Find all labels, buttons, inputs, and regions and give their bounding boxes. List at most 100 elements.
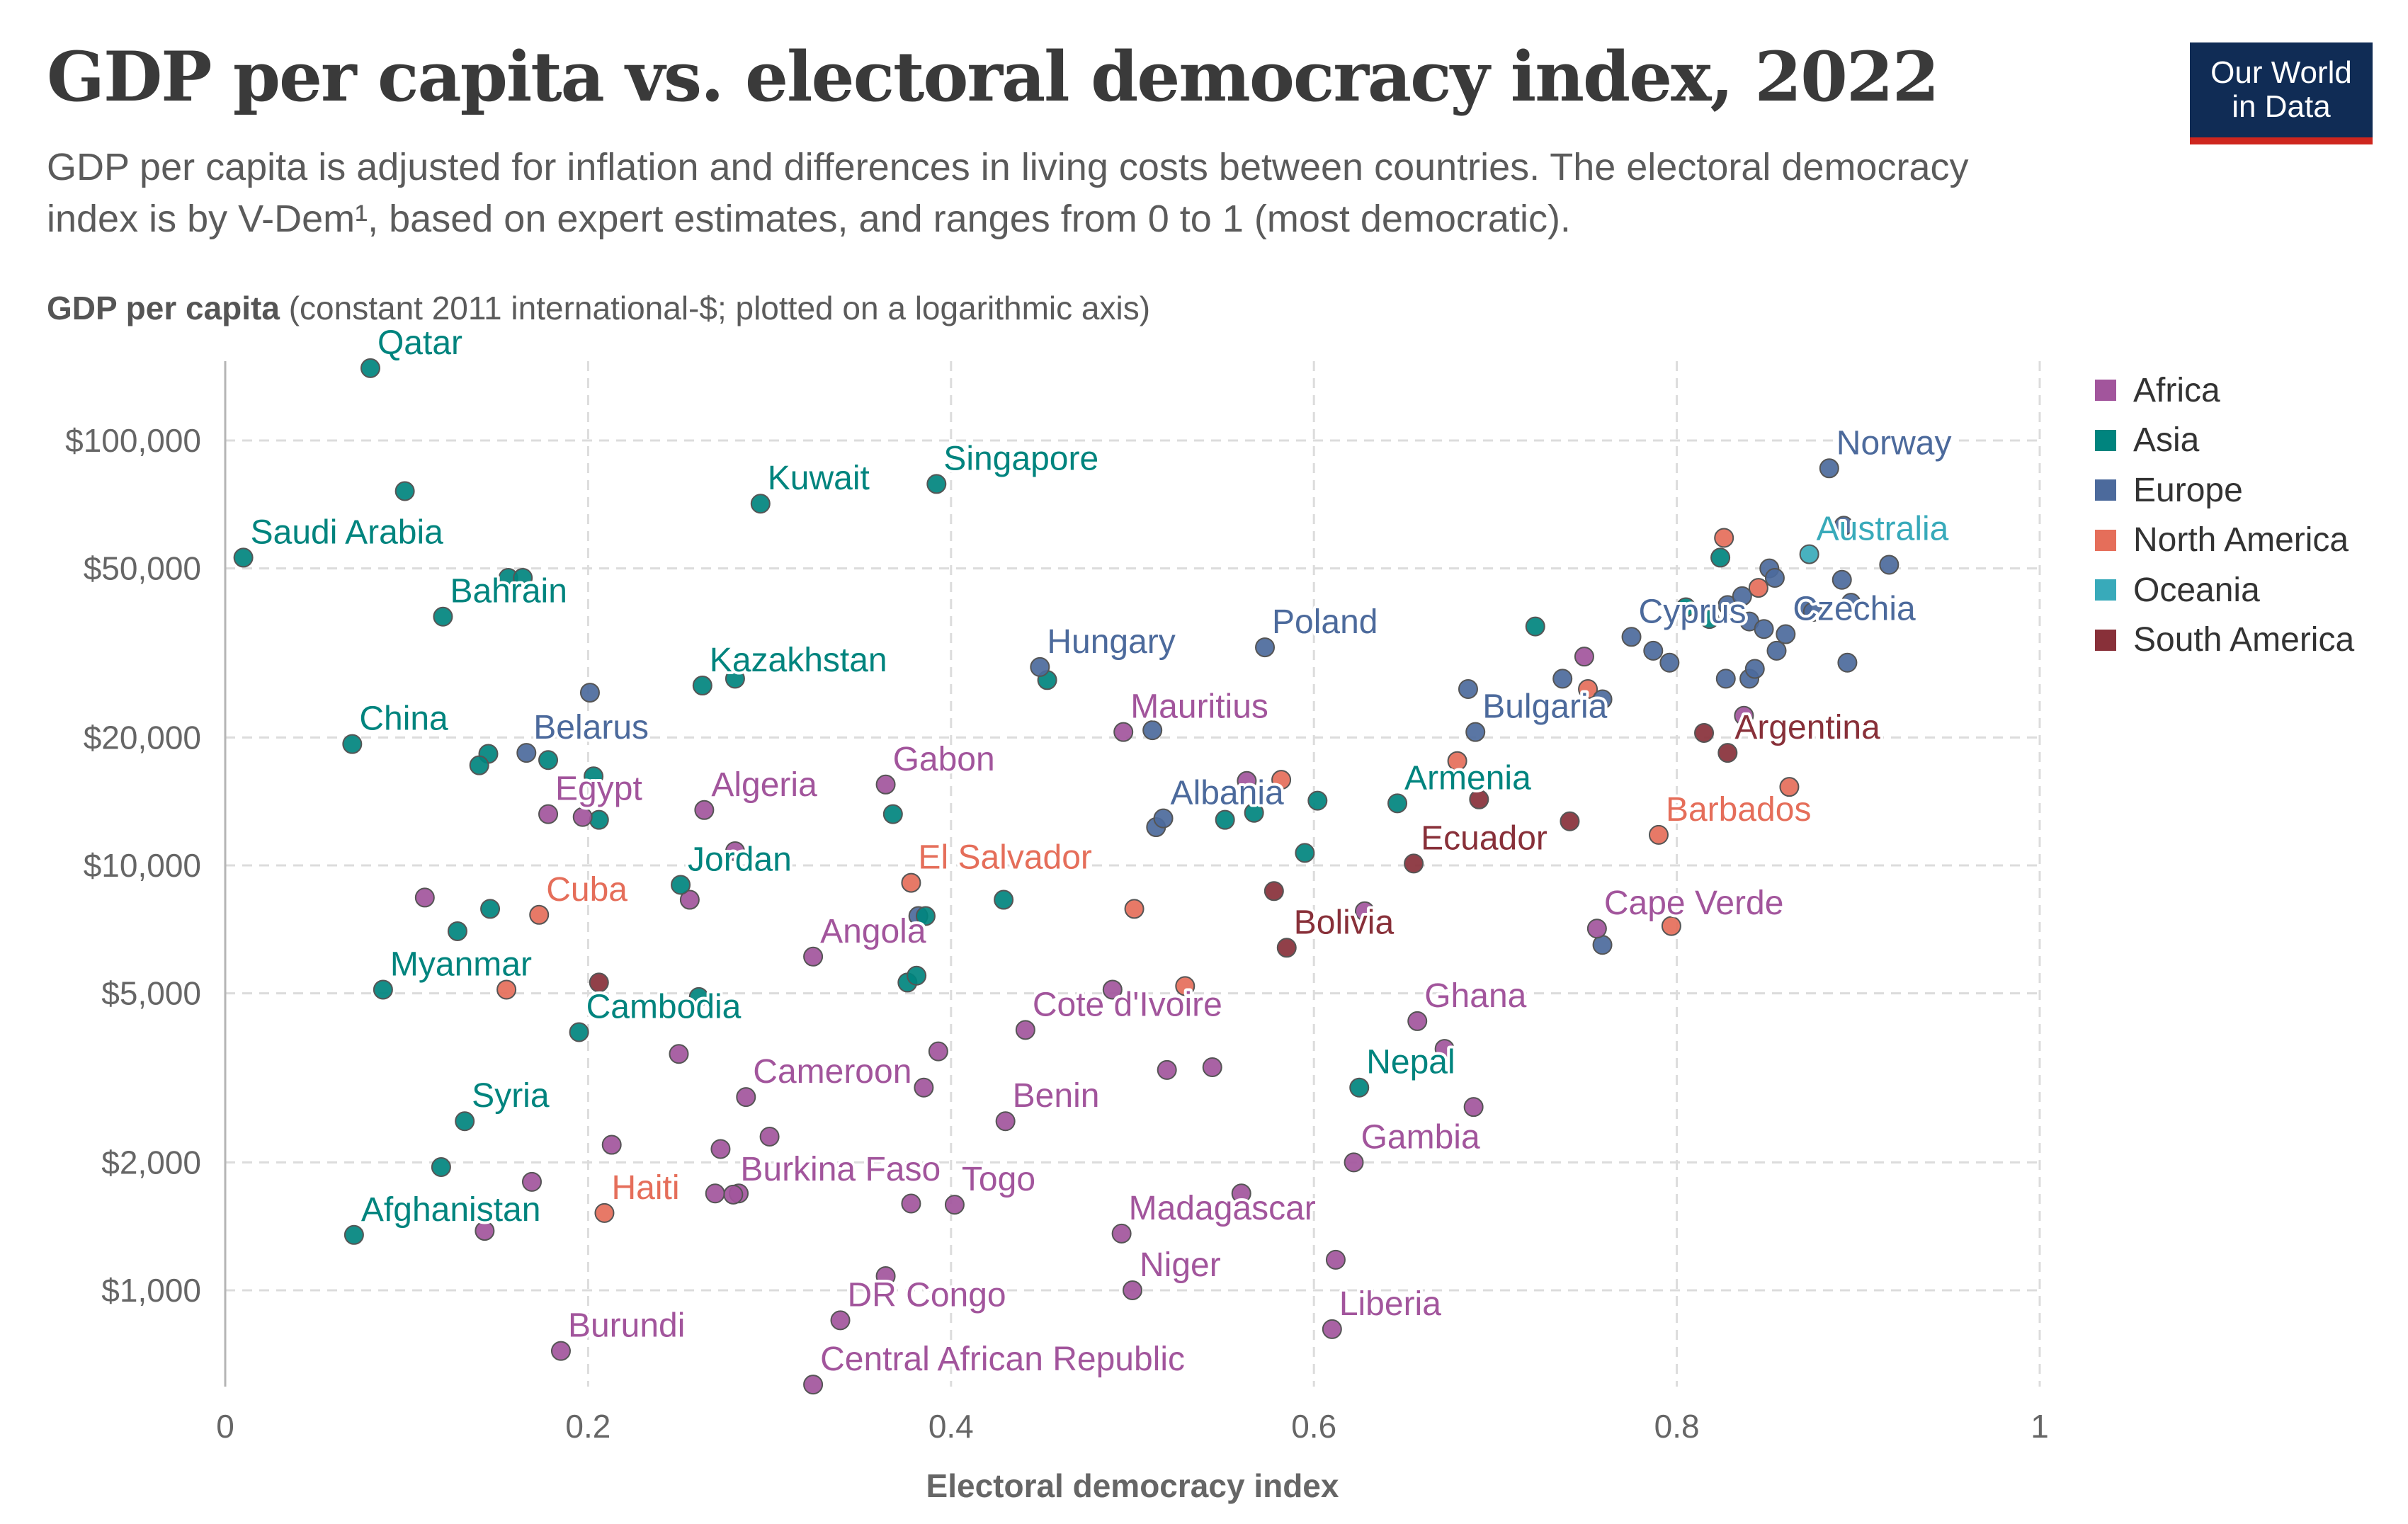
point-cambodia[interactable] bbox=[569, 1022, 589, 1042]
legend-item-oceania[interactable]: Oceania bbox=[2095, 565, 2354, 615]
point[interactable] bbox=[538, 750, 559, 770]
point[interactable] bbox=[1237, 770, 1257, 791]
point[interactable] bbox=[994, 889, 1014, 910]
point-poland[interactable] bbox=[1255, 637, 1276, 658]
point[interactable] bbox=[1124, 899, 1145, 919]
point-hungary[interactable] bbox=[1030, 656, 1050, 677]
point[interactable] bbox=[1676, 597, 1696, 618]
point[interactable] bbox=[1837, 652, 1858, 673]
point-cote-d-ivoire[interactable] bbox=[1015, 1020, 1035, 1040]
point[interactable] bbox=[1215, 809, 1235, 830]
point[interactable] bbox=[679, 889, 700, 910]
point[interactable] bbox=[1766, 640, 1787, 661]
point-benin[interactable] bbox=[995, 1111, 1016, 1132]
legend-item-africa[interactable]: Africa bbox=[2095, 365, 2354, 416]
point[interactable] bbox=[1463, 1097, 1484, 1118]
point-qatar[interactable] bbox=[360, 358, 380, 378]
point-togo[interactable] bbox=[944, 1195, 965, 1215]
point-liberia[interactable] bbox=[1322, 1319, 1342, 1339]
point[interactable] bbox=[1879, 555, 1899, 575]
point[interactable] bbox=[1434, 1039, 1455, 1059]
point[interactable] bbox=[1574, 647, 1594, 667]
point[interactable] bbox=[447, 921, 467, 941]
point[interactable] bbox=[710, 1139, 731, 1159]
point[interactable] bbox=[882, 804, 903, 824]
point[interactable] bbox=[572, 807, 593, 827]
point-central-african-republic[interactable] bbox=[803, 1375, 824, 1395]
point[interactable] bbox=[1802, 602, 1823, 622]
point-cuba[interactable] bbox=[529, 904, 550, 925]
point[interactable] bbox=[414, 887, 435, 908]
point[interactable] bbox=[725, 669, 745, 689]
legend-item-south-america[interactable]: South America bbox=[2095, 615, 2354, 666]
point[interactable] bbox=[431, 1156, 451, 1177]
point-ecuador[interactable] bbox=[1404, 853, 1424, 874]
point[interactable] bbox=[1447, 751, 1467, 771]
point[interactable] bbox=[1142, 720, 1163, 741]
point[interactable] bbox=[1717, 595, 1738, 615]
point[interactable] bbox=[1469, 789, 1489, 809]
point[interactable] bbox=[601, 1135, 622, 1155]
point[interactable] bbox=[469, 755, 489, 775]
point-niger[interactable] bbox=[1123, 1280, 1142, 1300]
point[interactable] bbox=[1592, 689, 1613, 710]
point[interactable] bbox=[928, 1041, 948, 1062]
point[interactable] bbox=[579, 683, 600, 703]
point-gabon[interactable] bbox=[875, 774, 896, 795]
point[interactable] bbox=[480, 899, 501, 919]
point-madagascar[interactable] bbox=[1111, 1223, 1132, 1244]
point-argentina[interactable] bbox=[1717, 743, 1738, 763]
point[interactable] bbox=[521, 1171, 542, 1192]
point-angola[interactable] bbox=[803, 946, 824, 967]
point[interactable] bbox=[1754, 619, 1774, 639]
point-dr-congo[interactable] bbox=[830, 1310, 851, 1331]
point-ghana[interactable] bbox=[1407, 1011, 1428, 1031]
point[interactable] bbox=[1834, 516, 1854, 536]
point[interactable] bbox=[901, 1193, 921, 1214]
point-el-salvador[interactable] bbox=[901, 872, 921, 893]
point[interactable] bbox=[1458, 679, 1478, 700]
point[interactable] bbox=[875, 1266, 896, 1286]
point[interactable] bbox=[1734, 705, 1754, 726]
point[interactable] bbox=[1552, 669, 1573, 689]
point-kazakhstan[interactable] bbox=[692, 676, 712, 696]
point-singapore[interactable] bbox=[926, 474, 947, 494]
point[interactable] bbox=[705, 1183, 725, 1204]
point[interactable] bbox=[1157, 1059, 1177, 1080]
point[interactable] bbox=[1231, 1183, 1251, 1204]
point[interactable] bbox=[1764, 567, 1785, 588]
point[interactable] bbox=[1715, 669, 1736, 689]
point[interactable] bbox=[475, 1221, 495, 1241]
point[interactable] bbox=[584, 766, 604, 787]
point[interactable] bbox=[1307, 790, 1328, 811]
point[interactable] bbox=[1175, 976, 1196, 996]
point[interactable] bbox=[914, 1077, 934, 1098]
point[interactable] bbox=[1661, 916, 1681, 936]
point-barbados[interactable] bbox=[1648, 824, 1669, 845]
point-saudi-arabia[interactable] bbox=[233, 547, 254, 568]
point[interactable] bbox=[1263, 881, 1284, 902]
point[interactable] bbox=[688, 986, 709, 1007]
point[interactable] bbox=[1354, 901, 1375, 921]
point-bahrain[interactable] bbox=[433, 606, 453, 627]
point[interactable] bbox=[669, 1044, 689, 1064]
point[interactable] bbox=[1325, 1249, 1346, 1270]
point-burundi[interactable] bbox=[550, 1341, 571, 1361]
point[interactable] bbox=[1748, 578, 1768, 598]
point-syria[interactable] bbox=[455, 1111, 475, 1132]
point-burkina-faso[interactable] bbox=[723, 1184, 744, 1205]
point-cameroon[interactable] bbox=[736, 1087, 756, 1108]
point[interactable] bbox=[1732, 586, 1752, 606]
point-bulgaria[interactable] bbox=[1465, 722, 1486, 742]
point[interactable] bbox=[759, 1126, 780, 1147]
legend-item-north-america[interactable]: North America bbox=[2095, 516, 2354, 566]
point[interactable] bbox=[1831, 569, 1852, 590]
point-cyprus[interactable] bbox=[1621, 627, 1642, 647]
point-gambia[interactable] bbox=[1344, 1152, 1364, 1173]
point-australia[interactable] bbox=[1799, 544, 1819, 564]
point[interactable] bbox=[513, 567, 533, 588]
point[interactable] bbox=[915, 906, 936, 926]
point[interactable] bbox=[1841, 593, 1861, 613]
point-albania[interactable] bbox=[1153, 808, 1174, 829]
point[interactable] bbox=[589, 809, 609, 830]
